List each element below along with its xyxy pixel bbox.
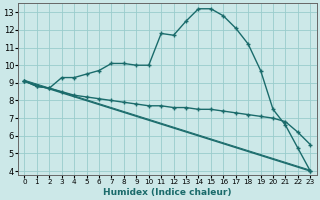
X-axis label: Humidex (Indice chaleur): Humidex (Indice chaleur) [103,188,232,197]
